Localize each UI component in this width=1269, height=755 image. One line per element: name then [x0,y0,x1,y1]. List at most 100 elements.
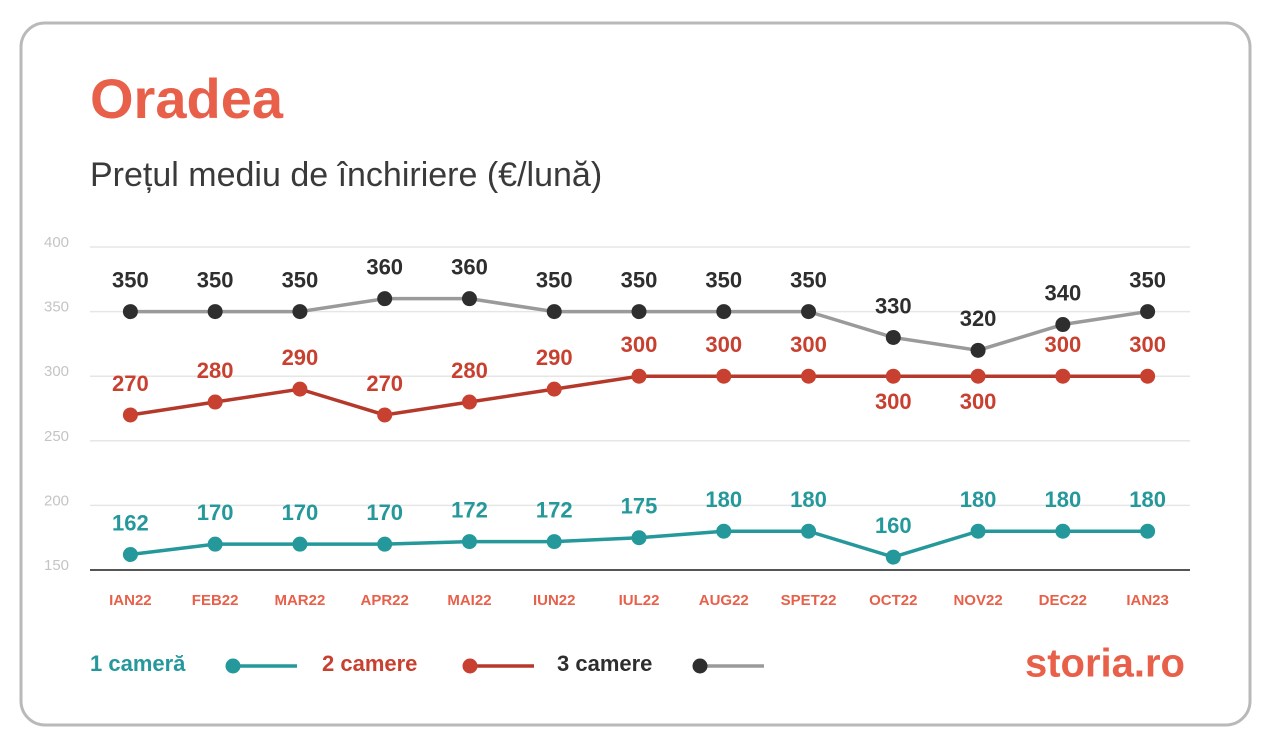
data-label: 350 [790,267,827,292]
point [377,407,393,423]
y-tick-label: 300 [44,363,69,380]
data-label: 280 [197,358,234,383]
point [1140,304,1156,320]
data-label: 360 [366,254,403,279]
data-label: 180 [705,487,742,512]
data-label: 350 [197,267,234,292]
point [461,394,477,410]
data-label: 290 [282,345,319,370]
data-label: 290 [536,345,573,370]
point [207,394,223,410]
point [631,530,647,546]
point [207,536,223,552]
x-tick-label: IAN23 [1126,592,1169,609]
point [970,368,986,384]
data-label: 180 [790,487,827,512]
chart-title: Oradea [90,67,284,130]
data-label: 160 [875,513,912,538]
point [631,304,647,320]
point [122,407,138,423]
x-tick-label: APR22 [361,592,409,609]
data-label: 330 [875,293,912,318]
point [546,304,562,320]
legend-marker [692,658,708,674]
point [1055,368,1071,384]
point [1140,523,1156,539]
legend-marker [225,658,241,674]
data-label: 360 [451,254,488,279]
legend-label: 2 camere [322,651,417,676]
x-tick-label: DEC22 [1039,592,1087,609]
legend-label: 3 camere [557,651,652,676]
x-tick-label: IAN22 [109,592,152,609]
point [885,329,901,345]
data-label: 300 [1044,332,1081,357]
data-label: 300 [875,389,912,414]
point [292,536,308,552]
data-label: 162 [112,510,149,535]
y-tick-label: 200 [44,492,69,509]
y-tick-label: 250 [44,428,69,445]
data-label: 270 [112,371,149,396]
point [716,523,732,539]
point [377,536,393,552]
point [885,549,901,565]
point [461,534,477,550]
data-label: 180 [1129,487,1166,512]
data-label: 300 [621,332,658,357]
data-label: 300 [705,332,742,357]
point [885,368,901,384]
x-tick-label: FEB22 [192,592,239,609]
x-tick-label: IUL22 [619,592,660,609]
point [122,546,138,562]
y-tick-label: 400 [44,234,69,251]
point [801,523,817,539]
data-label: 170 [366,500,403,525]
point [970,523,986,539]
point [1055,523,1071,539]
data-label: 172 [451,497,488,522]
x-tick-label: MAR22 [274,592,325,609]
data-label: 175 [621,494,658,519]
point [631,368,647,384]
point [461,291,477,307]
x-tick-label: SPET22 [781,592,837,609]
data-label: 350 [1129,267,1166,292]
brand-logo: storia.ro [1025,642,1185,686]
y-tick-label: 150 [44,557,69,574]
point [546,534,562,550]
data-label: 350 [282,267,319,292]
data-label: 350 [112,267,149,292]
data-label: 170 [282,500,319,525]
data-label: 350 [621,267,658,292]
data-label: 172 [536,497,573,522]
data-label: 180 [960,487,997,512]
data-label: 280 [451,358,488,383]
data-label: 350 [705,267,742,292]
point [377,291,393,307]
point [292,381,308,397]
data-label: 300 [1129,332,1166,357]
point [1140,368,1156,384]
y-tick-label: 350 [44,299,69,316]
point [292,304,308,320]
point [801,368,817,384]
data-label: 340 [1044,280,1081,305]
point [970,342,986,358]
chart-subtitle: Prețul mediu de închiriere (€/lună) [90,156,602,194]
point [716,368,732,384]
data-label: 180 [1044,487,1081,512]
data-label: 300 [960,389,997,414]
x-tick-label: NOV22 [953,592,1002,609]
legend-label: 1 cameră [90,651,186,676]
point [122,304,138,320]
x-tick-label: IUN22 [533,592,576,609]
data-label: 320 [960,306,997,331]
point [801,304,817,320]
data-label: 270 [366,371,403,396]
data-label: 170 [197,500,234,525]
point [716,304,732,320]
x-tick-label: MAI22 [447,592,491,609]
data-label: 300 [790,332,827,357]
